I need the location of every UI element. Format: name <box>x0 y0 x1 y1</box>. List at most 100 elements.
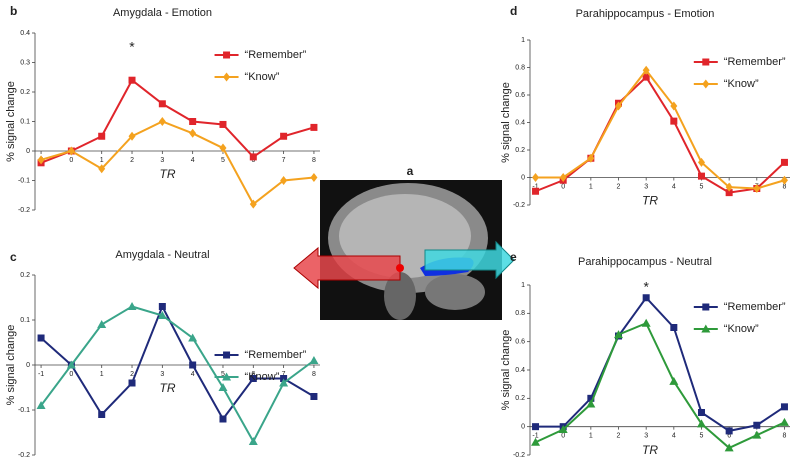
x-tick-label: -1 <box>532 433 538 440</box>
marker <box>188 333 198 342</box>
marker <box>157 311 167 319</box>
marker <box>98 132 106 140</box>
x-tick-label: 3 <box>160 157 164 164</box>
marker <box>559 173 567 182</box>
y-axis-label: % signal change <box>500 82 512 163</box>
panel-label: d <box>510 4 517 18</box>
legend-label: “Remember” <box>724 56 786 68</box>
series-line <box>535 68 785 190</box>
marker <box>642 73 650 81</box>
y-tick-label: 0.2 <box>515 147 525 154</box>
marker <box>189 128 197 138</box>
x-tick-label: 8 <box>312 371 316 378</box>
legend-label: “Remember” <box>245 349 307 361</box>
x-axis-label: TR <box>642 194 658 208</box>
marker <box>98 164 106 174</box>
chart-panel: d Parahippocampus - Emotion -0.2 0 0.2 0.4 0.6… <box>500 4 790 209</box>
marker <box>753 184 761 193</box>
marker <box>37 155 45 165</box>
panel-label: c <box>10 250 17 264</box>
cerebellum <box>425 274 485 310</box>
marker <box>249 199 257 209</box>
legend-marker <box>702 303 710 311</box>
marker <box>558 425 568 433</box>
y-tick-label: 1 <box>521 282 525 289</box>
marker <box>309 356 319 364</box>
y-tick-label: 0.1 <box>20 317 30 324</box>
marker <box>669 376 679 385</box>
marker <box>310 123 318 131</box>
marker <box>753 421 761 429</box>
marker <box>310 393 318 400</box>
marker <box>586 399 596 408</box>
legend-marker <box>223 351 231 359</box>
marker <box>532 173 540 182</box>
marker <box>780 403 788 411</box>
series-line <box>535 75 786 194</box>
marker <box>128 379 136 387</box>
chart-title: Parahippocampus - Emotion <box>576 8 715 20</box>
marker <box>249 375 257 382</box>
x-tick-label: 2 <box>130 371 134 378</box>
x-tick-label: 5 <box>221 371 225 378</box>
marker <box>752 430 762 439</box>
x-tick-label: 2 <box>617 433 621 440</box>
x-tick-label: -1 <box>38 371 44 378</box>
x-tick-label: 5 <box>221 157 225 164</box>
marker <box>158 303 166 310</box>
marker <box>128 131 136 141</box>
marker <box>725 189 733 197</box>
panel-label: e <box>510 250 517 264</box>
marker <box>670 324 678 331</box>
marker <box>249 153 257 161</box>
x-tick-label: -1 <box>532 183 538 190</box>
annotation: * <box>129 38 135 54</box>
x-tick-label: 4 <box>191 157 195 164</box>
y-tick-label: 0.4 <box>20 30 30 37</box>
y-tick-label: 0.4 <box>515 367 525 374</box>
x-tick-label: 7 <box>282 157 286 164</box>
y-tick-label: -0.1 <box>18 407 30 414</box>
marker <box>219 415 227 423</box>
series-line <box>40 78 315 164</box>
y-tick-label: -0.1 <box>18 177 30 184</box>
marker <box>97 320 107 328</box>
x-tick-label: 5 <box>700 183 704 190</box>
y-tick-label: 0.6 <box>515 92 525 99</box>
y-tick-label: -0.2 <box>513 202 525 209</box>
marker <box>696 419 706 428</box>
amygdala-region <box>396 264 404 272</box>
y-tick-label: -0.2 <box>18 452 30 459</box>
legend-label: “Know” <box>245 371 280 383</box>
marker <box>531 437 541 446</box>
marker <box>219 120 227 128</box>
x-axis-label: TR <box>160 381 176 395</box>
panel-label: b <box>10 4 17 18</box>
marker <box>37 334 45 342</box>
marker <box>587 394 595 402</box>
y-tick-label: 0 <box>521 424 525 431</box>
x-tick-label: 1 <box>100 157 104 164</box>
x-tick-label: 6 <box>727 433 731 440</box>
y-tick-label: 0.8 <box>515 64 525 71</box>
marker <box>310 173 318 183</box>
marker <box>218 383 228 391</box>
marker <box>67 146 75 156</box>
y-tick-label: 0.6 <box>515 339 525 346</box>
marker <box>724 443 734 452</box>
marker <box>280 132 288 140</box>
x-tick-label: 0 <box>69 157 73 164</box>
x-tick-label: 1 <box>100 371 104 378</box>
legend-marker <box>701 324 711 333</box>
legend-label: “Remember” <box>245 49 307 61</box>
y-tick-label: 0.8 <box>515 310 525 317</box>
x-tick-label: 4 <box>672 433 676 440</box>
legend-label: “Remember” <box>724 301 786 313</box>
x-axis-label: TR <box>642 443 658 457</box>
marker <box>189 118 197 125</box>
legend-marker <box>222 372 232 381</box>
chart-title: Parahippocampus - Neutral <box>578 256 712 268</box>
x-tick-label: 3 <box>644 433 648 440</box>
series-line <box>40 304 315 421</box>
